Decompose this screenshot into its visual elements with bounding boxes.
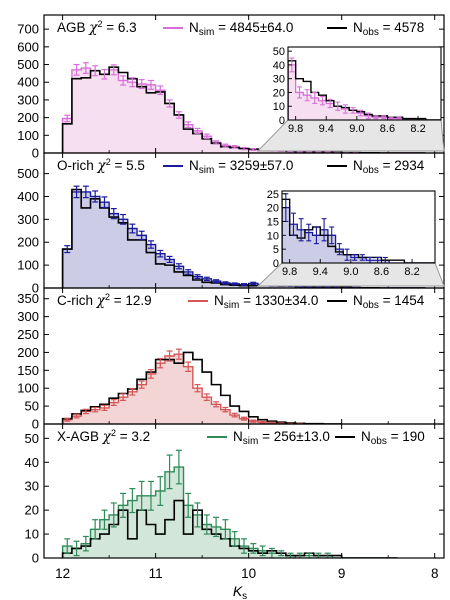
legend-sim-text: Nsim = 256±13.0: [233, 429, 330, 447]
inset-sim-fill: [282, 207, 435, 263]
inset-x-tick-label: 9.8: [282, 266, 297, 278]
y-tick-label: 200: [17, 235, 39, 250]
y-tick-label: 400: [17, 75, 39, 90]
panel-frame: [43, 423, 445, 559]
inset-x-tick-label: 9.0: [343, 266, 358, 278]
x-tick-label: 12: [55, 566, 70, 581]
y-tick-label: 500: [17, 166, 39, 181]
y-tick-label: 200: [17, 110, 39, 125]
y-tick-label: 300: [17, 309, 39, 324]
y-tick-label: 300: [17, 212, 39, 227]
x-tick-label: 9: [338, 566, 346, 581]
inset-y-tick-label: 20: [273, 87, 285, 99]
inset-sim-line: [282, 206, 435, 263]
inset-x-tick-label: 8.6: [380, 123, 395, 135]
inset-x-tick-label: 9.4: [319, 123, 334, 135]
obs-line: [61, 351, 342, 424]
y-tick-label: 250: [17, 327, 39, 342]
inset-y-tick-label: 10: [273, 101, 285, 113]
y-tick-label: 0: [32, 417, 39, 432]
y-tick-label: 0: [32, 551, 39, 566]
inset-y-tick-label: 30: [273, 74, 285, 86]
panel-label: C-rich χ2 = 12.9: [57, 292, 152, 309]
inset-y-tick-label: 40: [273, 60, 285, 72]
plot-area: [61, 449, 398, 558]
y-tick-label: 0: [32, 281, 39, 296]
inset-x-tick-label: 9.8: [288, 123, 303, 135]
y-tick-label: 50: [25, 399, 39, 414]
y-tick-label: 700: [17, 22, 39, 37]
y-tick-label: 40: [25, 455, 39, 470]
y-tick-label: 200: [17, 345, 39, 360]
y-tick-label: 100: [17, 258, 39, 273]
y-tick-label: 100: [17, 128, 39, 143]
y-tick-label: 600: [17, 39, 39, 54]
legend-sim-text: Nsim = 1330±34.0: [214, 293, 318, 311]
y-tick-label: 500: [17, 57, 39, 72]
legend-sim-text: Nsim = 4845±64.0: [189, 20, 293, 38]
sim-fill: [62, 467, 398, 558]
x-tick-label: 11: [149, 566, 163, 581]
y-tick-label: 150: [17, 363, 39, 378]
inset-x-tick-label: 8.6: [374, 266, 389, 278]
panel-label: O-rich χ2 = 5.5: [57, 157, 145, 174]
panel-label: X-AGB χ2 = 3.2: [57, 428, 150, 445]
inset-y-tick-label: 10: [267, 230, 279, 242]
y-tick-label: 20: [25, 503, 39, 518]
y-tick-label: 0: [32, 146, 39, 161]
panel-x-agb: 0 10 20 30 40 50 X-AGB χ2 = 3.2 Nsim = 256±13.0…: [25, 423, 445, 566]
legend-obs-text: Nobs = 190: [361, 429, 425, 447]
sim-line: [61, 353, 342, 424]
sim-fill: [62, 191, 426, 288]
inset-y-tick-label: 15: [267, 216, 279, 228]
legend-obs-text: Nobs = 1454: [353, 293, 425, 311]
inset-sim-fill: [288, 64, 441, 120]
inset-obs-line: [282, 198, 435, 263]
inset-y-tick-label: 5: [273, 244, 279, 256]
inset-frame: [287, 46, 442, 121]
inset-y-tick-label: 0: [279, 115, 285, 127]
y-tick-label: 400: [17, 189, 39, 204]
inset-y-tick-label: 50: [273, 46, 285, 58]
y-tick-label: 50: [25, 431, 39, 446]
y-tick-label: 100: [17, 381, 39, 396]
inset-x-tick-label: 8.2: [404, 266, 419, 278]
legend-obs-text: Nobs = 2934: [353, 158, 425, 176]
inset-plot-area: [282, 193, 435, 263]
inset-x-tick-label: 9.0: [349, 123, 364, 135]
y-tick-label: 30: [25, 479, 39, 494]
panel-label: AGB χ2 = 6.3: [57, 19, 137, 36]
inset-x-tick-label: 9.4: [313, 266, 328, 278]
x-axis-label: Ks: [233, 583, 247, 600]
inset-frame: [281, 190, 436, 264]
panel-c-rich: 0 50 100 150 200 250 300 350 C-rich χ2 = 12.9 Nsi…: [17, 287, 445, 432]
obs-line: [61, 499, 398, 558]
y-tick-label: 350: [17, 291, 39, 306]
legend-sim-text: Nsim = 3259±57.0: [189, 158, 293, 176]
inset-y-tick-label: 25: [267, 189, 279, 201]
inset-y-tick-label: 20: [267, 203, 279, 215]
x-tick-label: 10: [241, 566, 256, 581]
plot-area: [61, 348, 342, 424]
x-tick-label: 8: [431, 566, 439, 581]
y-tick-label: 10: [25, 527, 39, 542]
inset-x-tick-label: 8.2: [410, 123, 425, 135]
legend-obs-text: Nobs = 4578: [353, 20, 424, 38]
y-tick-label: 300: [17, 92, 39, 107]
inset-y-tick-label: 0: [273, 258, 279, 270]
